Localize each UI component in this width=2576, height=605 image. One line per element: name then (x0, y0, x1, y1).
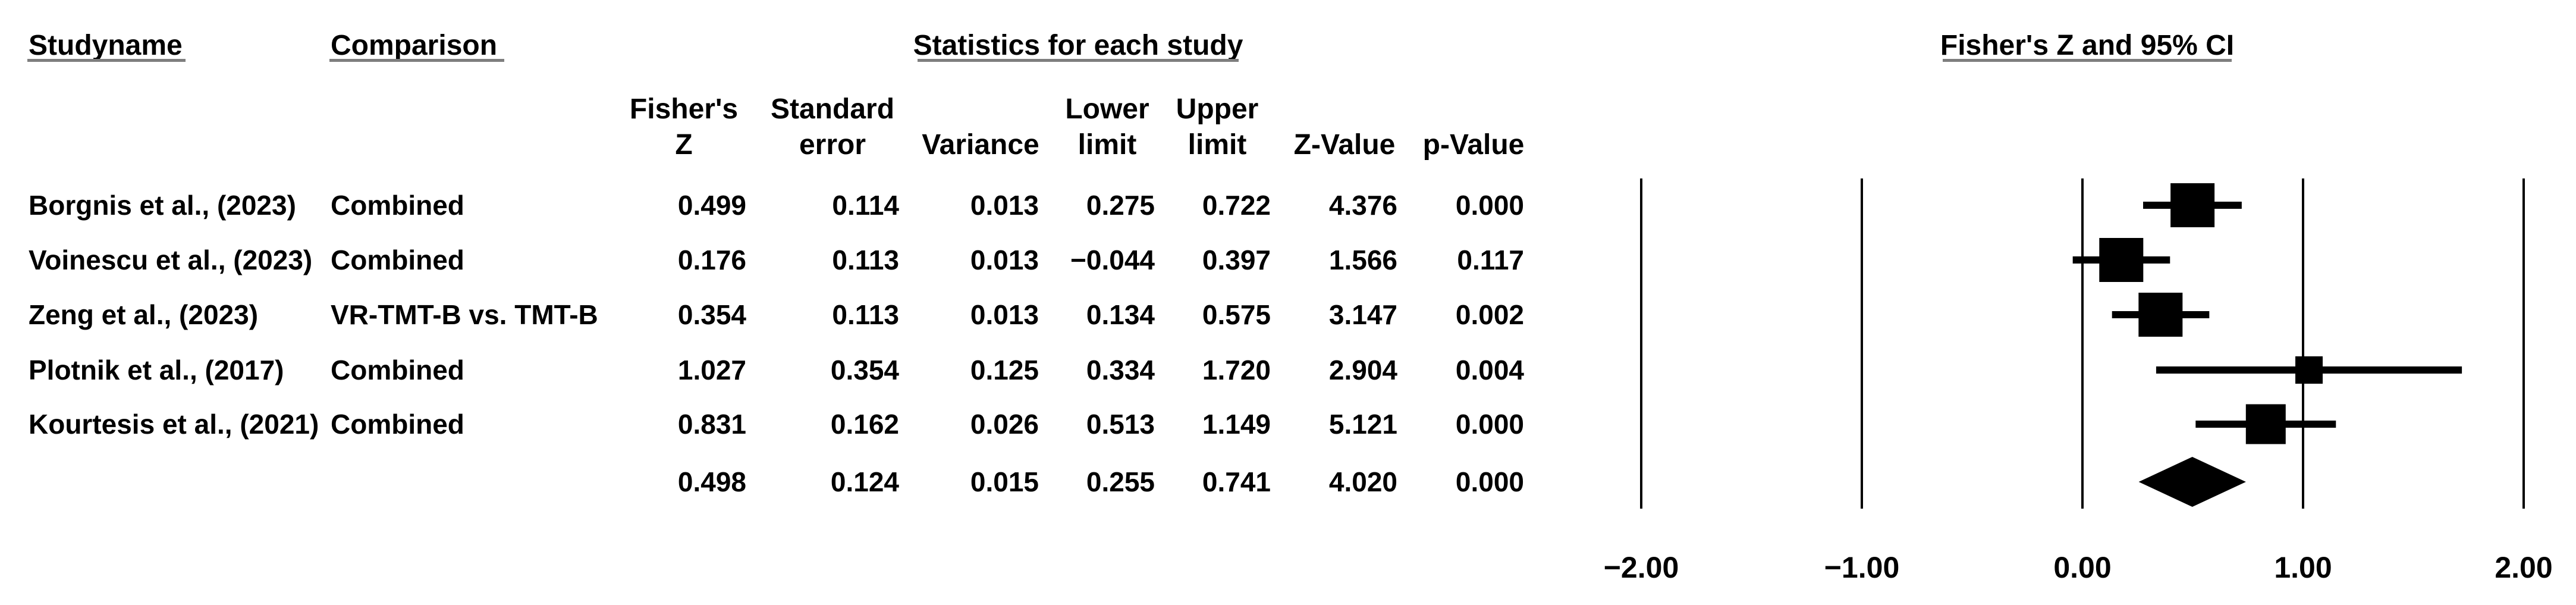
z-value-cell: 3.147 (1328, 299, 1397, 330)
lower-limit-cell: 0.275 (1086, 190, 1155, 221)
point-estimate-square (2138, 293, 2183, 337)
variance-cell: 0.015 (970, 466, 1039, 497)
study-name-cell: Plotnik et al., (2017) (29, 355, 284, 385)
upper-limit-cell: 0.397 (1202, 244, 1271, 275)
col-header-studyname: Studyname (29, 30, 183, 61)
fishers-z-cell: 0.498 (677, 466, 746, 497)
subheader-p-value-line2: p-Value (1422, 129, 1525, 161)
subheader-standard-error-line1: Standard (770, 93, 895, 125)
p-value-cell: 0.000 (1455, 409, 1524, 440)
z-value-cell: 2.904 (1328, 355, 1397, 385)
col-header-fishers-z-ci: Fisher's Z and 95% CI (1940, 30, 2235, 61)
z-value-cell: 4.376 (1328, 190, 1397, 221)
upper-limit-cell: 1.720 (1202, 355, 1271, 385)
subheader-standard-error-line2: error (799, 129, 866, 161)
upper-limit-cell: 0.722 (1202, 190, 1271, 221)
point-estimate-square (2295, 356, 2323, 384)
point-estimate-square (2245, 404, 2286, 444)
study-name-cell: Borgnis et al., (2023) (29, 190, 296, 221)
header-underline-fishers-z-ci (1943, 59, 2232, 62)
comparison-cell: Combined (331, 190, 464, 221)
standard-error-cell: 0.354 (830, 355, 899, 385)
p-value-cell: 0.002 (1455, 299, 1524, 330)
upper-limit-cell: 0.741 (1202, 466, 1271, 497)
header-underline-statistics (918, 59, 1239, 62)
standard-error-cell: 0.114 (832, 190, 899, 221)
upper-limit-cell: 1.149 (1202, 409, 1271, 440)
x-axis-tick-label: 2.00 (2495, 551, 2553, 584)
variance-cell: 0.013 (970, 190, 1039, 221)
variance-cell: 0.013 (970, 244, 1039, 275)
subheader-z-value-line2: Z-Value (1293, 129, 1396, 161)
fishers-z-cell: 0.831 (677, 409, 746, 440)
variance-cell: 0.026 (970, 409, 1039, 440)
summary-diamond (2138, 457, 2246, 507)
header-underline-comparison (329, 59, 504, 62)
point-estimate-square (2099, 238, 2144, 282)
upper-limit-cell: 0.575 (1202, 299, 1271, 330)
header-underline-studyname (27, 59, 186, 62)
subheader-lower-limit-line1: Lower (1065, 93, 1149, 125)
x-axis-tick-label: 1.00 (2274, 551, 2332, 584)
study-name-cell: Voinescu et al., (2023) (29, 244, 313, 275)
lower-limit-cell: 0.513 (1086, 409, 1155, 440)
study-name-cell: Kourtesis et al., (2021) (29, 409, 319, 440)
standard-error-cell: 0.162 (830, 409, 899, 440)
standard-error-cell: 0.113 (832, 244, 899, 275)
comparison-cell: Combined (331, 409, 464, 440)
x-axis-tick-label: −2.00 (1603, 551, 1679, 584)
comparison-cell: VR-TMT-B vs. TMT-B (331, 299, 598, 330)
x-axis-tick-label: 0.00 (2053, 551, 2112, 584)
x-axis-tick-label: −1.00 (1824, 551, 1900, 584)
subheader-fishers-z-line1: Fisher's (629, 93, 739, 125)
standard-error-cell: 0.124 (830, 466, 899, 497)
subheader-variance-line2: Variance (922, 129, 1039, 161)
variance-cell: 0.013 (970, 299, 1039, 330)
z-value-cell: 4.020 (1328, 466, 1397, 497)
subheader-lower-limit-line2: limit (1077, 129, 1137, 161)
p-value-cell: 0.000 (1455, 190, 1524, 221)
lower-limit-cell: −0.044 (1070, 244, 1155, 275)
subheader-upper-limit-line2: limit (1188, 129, 1247, 161)
point-estimate-square (2170, 183, 2215, 227)
study-name-cell: Zeng et al., (2023) (29, 299, 259, 330)
comparison-cell: Combined (331, 244, 464, 275)
subheader-upper-limit-line1: Upper (1176, 93, 1259, 125)
lower-limit-cell: 0.134 (1086, 299, 1155, 330)
fishers-z-cell: 0.499 (677, 190, 746, 221)
p-value-cell: 0.117 (1457, 244, 1524, 275)
fishers-z-cell: 0.354 (677, 299, 746, 330)
variance-cell: 0.125 (970, 355, 1039, 385)
z-value-cell: 1.566 (1328, 244, 1397, 275)
p-value-cell: 0.000 (1455, 466, 1524, 497)
lower-limit-cell: 0.255 (1086, 466, 1155, 497)
lower-limit-cell: 0.334 (1086, 355, 1155, 385)
standard-error-cell: 0.113 (832, 299, 899, 330)
col-header-statistics-group: Statistics for each study (913, 30, 1243, 61)
z-value-cell: 5.121 (1328, 409, 1397, 440)
col-header-comparison: Comparison (331, 30, 498, 61)
subheader-fishers-z-line2: Z (675, 129, 693, 161)
p-value-cell: 0.004 (1455, 355, 1524, 385)
fishers-z-cell: 0.176 (677, 244, 746, 275)
comparison-cell: Combined (331, 355, 464, 385)
fishers-z-cell: 1.027 (677, 355, 746, 385)
